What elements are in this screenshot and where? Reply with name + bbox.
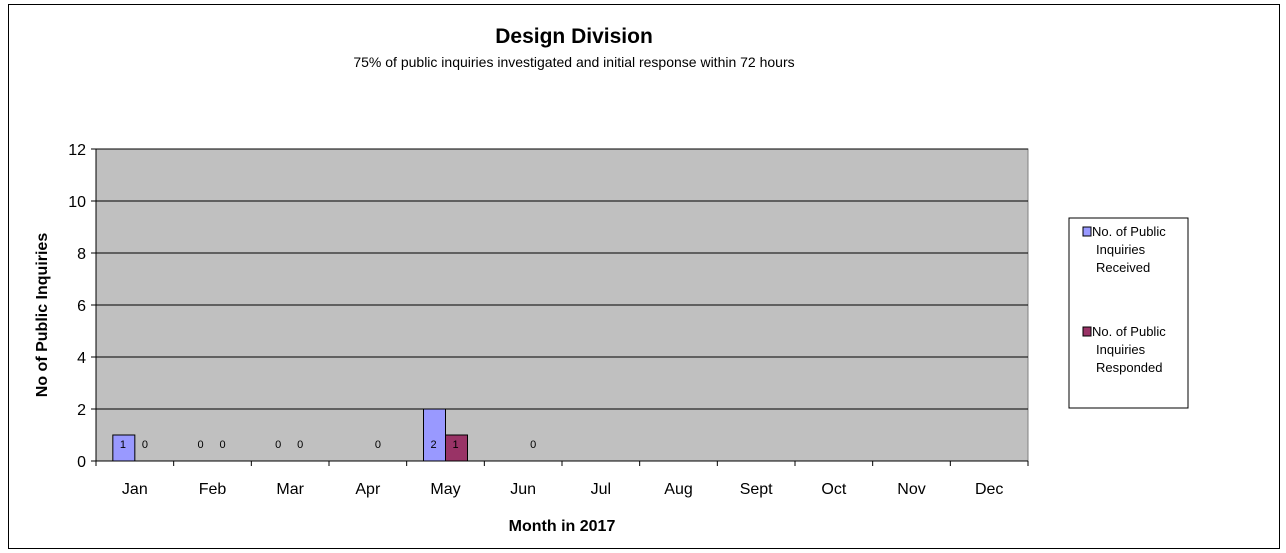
x-tick-label: Apr bbox=[355, 481, 381, 498]
y-tick-label: 12 bbox=[68, 142, 86, 159]
chart-svg: Design Division 75% of public inquiries i… bbox=[34, 25, 1189, 535]
legend-swatch bbox=[1082, 326, 1092, 337]
y-tick-label: 4 bbox=[77, 350, 86, 367]
legend-label: Responded bbox=[1096, 360, 1163, 375]
data-label: 0 bbox=[530, 439, 536, 451]
data-label: 0 bbox=[275, 439, 281, 451]
x-tick-label: Jun bbox=[510, 481, 536, 498]
legend-box bbox=[1068, 217, 1189, 409]
legend-label: Inquiries bbox=[1096, 342, 1146, 357]
x-tick-label: May bbox=[430, 481, 460, 498]
x-tick-label: Mar bbox=[276, 481, 304, 498]
chart-title: Design Division bbox=[495, 25, 653, 48]
chart-subtitle: 75% of public inquiries investigated and… bbox=[353, 54, 794, 70]
legend-label: Received bbox=[1096, 260, 1150, 275]
x-tick-label: Aug bbox=[664, 481, 692, 498]
y-tick-label: 2 bbox=[77, 402, 86, 419]
y-axis-title: No of Public Inquiries bbox=[34, 233, 51, 398]
legend-swatch bbox=[1082, 226, 1092, 237]
bar-responded bbox=[445, 434, 468, 462]
bar-received bbox=[423, 408, 446, 462]
x-tick-label: Jul bbox=[591, 481, 611, 498]
data-label: 1 bbox=[120, 439, 126, 451]
x-tick-label: Nov bbox=[897, 481, 925, 498]
y-tick-label: 6 bbox=[77, 298, 86, 315]
x-tick-label: Dec bbox=[975, 481, 1003, 498]
x-tick-label: Feb bbox=[199, 481, 227, 498]
bar-received bbox=[112, 434, 136, 462]
data-label: 0 bbox=[220, 439, 226, 451]
legend-label: No. of Public bbox=[1092, 324, 1166, 339]
x-tick-label: Sept bbox=[740, 481, 773, 498]
legend-label: Inquiries bbox=[1096, 242, 1146, 257]
data-label: 0 bbox=[297, 439, 303, 451]
data-label: 0 bbox=[142, 439, 148, 451]
data-label: 2 bbox=[431, 439, 437, 451]
x-tick-label: Jan bbox=[122, 481, 148, 498]
x-tick-label: Oct bbox=[821, 481, 846, 498]
data-label: 0 bbox=[375, 439, 381, 451]
legend-label: No. of Public bbox=[1092, 224, 1166, 239]
y-tick-label: 8 bbox=[77, 246, 86, 263]
data-label: 0 bbox=[198, 439, 204, 451]
y-tick-label: 0 bbox=[77, 454, 86, 471]
x-axis-title: Month in 2017 bbox=[509, 518, 616, 535]
chart-frame: Design Division 75% of public inquiries i… bbox=[8, 4, 1280, 549]
data-label: 1 bbox=[453, 439, 459, 451]
y-tick-label: 10 bbox=[68, 194, 86, 211]
